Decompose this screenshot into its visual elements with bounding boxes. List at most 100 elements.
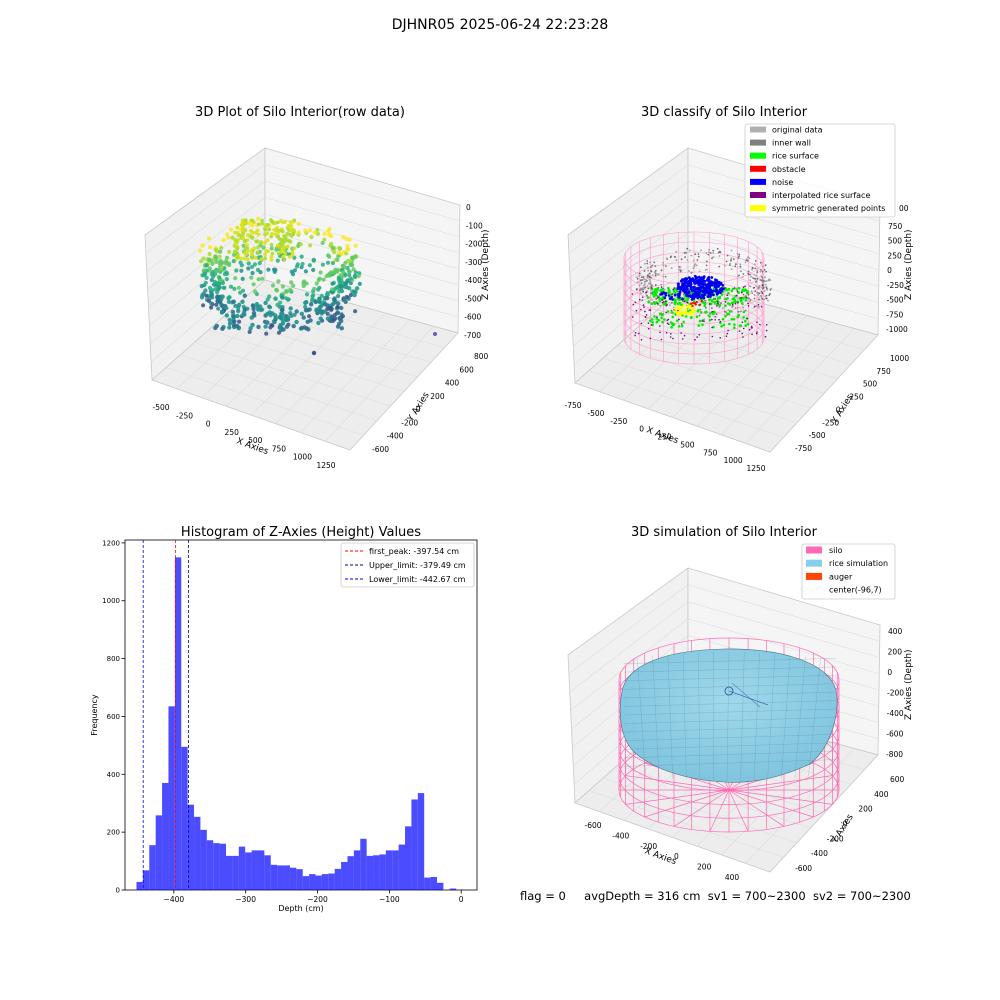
panel2-legend-label: obstacle bbox=[772, 165, 806, 174]
panel2-y-tick: -500 bbox=[809, 431, 826, 440]
histogram-bar bbox=[206, 840, 214, 890]
panel1-y-tick: -600 bbox=[372, 445, 389, 454]
panel2-legend-label: rice surface bbox=[772, 152, 819, 161]
panel1-x-tick: -500 bbox=[152, 403, 169, 412]
panel1-x-tick: 500 bbox=[248, 436, 263, 445]
histogram-bar bbox=[245, 852, 252, 890]
histogram-bar bbox=[168, 706, 175, 890]
panel1-z-tick: -300 bbox=[465, 258, 482, 267]
histogram-bar bbox=[194, 816, 201, 890]
histogram-bar bbox=[334, 868, 342, 890]
panel3-legend: first_peak: -397.54 cm Upper_limit: -379.… bbox=[340, 542, 475, 588]
panel3-x-tick: −200 bbox=[307, 895, 328, 904]
panel4-legend-swatch bbox=[806, 559, 822, 567]
panel1-x-tick: 1000 bbox=[293, 453, 312, 462]
panel1-x-tick: -250 bbox=[176, 411, 193, 420]
panel2-x-tick: 0 bbox=[639, 425, 644, 434]
histogram-bar bbox=[449, 888, 457, 890]
panel4-y-tick: -600 bbox=[795, 864, 812, 873]
panel4-x-ticks: -600 -400 -200 0 200 400 bbox=[584, 821, 739, 882]
panel1-y-tick: 400 bbox=[445, 379, 460, 388]
status-sv1: sv1 = 700~2300 bbox=[707, 889, 806, 903]
histogram-bar bbox=[149, 845, 156, 890]
panel3-y-tick: 1000 bbox=[102, 597, 120, 605]
panel2-x-tick: -250 bbox=[610, 417, 627, 426]
histogram-bar bbox=[309, 874, 316, 890]
panel2-legend-swatch bbox=[750, 165, 766, 172]
histogram-bar bbox=[257, 850, 265, 890]
histogram-bar bbox=[392, 850, 399, 890]
panel1-z-tick: -100 bbox=[466, 221, 483, 230]
panel4-z-tick: 400 bbox=[888, 627, 903, 636]
panel4-z-tick: -400 bbox=[887, 709, 904, 718]
panel4-auger bbox=[724, 682, 769, 708]
histogram-bar bbox=[174, 557, 182, 890]
panel1-points bbox=[198, 216, 362, 336]
panel1-z-tick: -200 bbox=[465, 240, 482, 249]
panel3-legend-frame bbox=[340, 542, 475, 588]
panel2-y-tick: 250 bbox=[849, 393, 864, 402]
panel2-z-tick: -500 bbox=[887, 296, 904, 305]
panel4-y-tick: 400 bbox=[874, 790, 889, 799]
panel2-z-tick: 500 bbox=[888, 237, 903, 246]
panel2-legend-swatch bbox=[750, 152, 766, 159]
histogram-bar bbox=[424, 877, 431, 890]
panel3-bars bbox=[136, 557, 457, 890]
panel4-y-tick: -400 bbox=[811, 849, 828, 858]
panel1-z-tick: 0 bbox=[466, 203, 471, 212]
histogram-bar bbox=[430, 876, 437, 890]
histogram-bar bbox=[264, 855, 271, 890]
panel1-z-tick: -500 bbox=[465, 294, 482, 303]
histogram-bar bbox=[411, 799, 418, 890]
panel1-ylabel: Y Axies bbox=[406, 390, 432, 424]
panel4-z-tick: -800 bbox=[886, 750, 903, 759]
histogram-bar bbox=[270, 864, 278, 890]
panel2-z-tick-partial: 00 bbox=[899, 204, 909, 213]
panel3-title: Histogram of Z-Axies (Height) Values bbox=[181, 525, 421, 540]
histogram-bar bbox=[417, 793, 425, 890]
histogram-bar bbox=[219, 843, 226, 890]
panel2-z-tick: -250 bbox=[887, 281, 904, 290]
histogram-bar bbox=[289, 867, 297, 890]
panel4-legend-label: center(-96,7) bbox=[829, 586, 882, 595]
histogram-bar bbox=[162, 782, 169, 890]
panel4-xlabel: X Axies bbox=[643, 846, 678, 867]
panel4-legend-frame bbox=[801, 543, 896, 600]
histogram-bar bbox=[302, 876, 310, 890]
panel2-y-tick: 1000 bbox=[890, 354, 909, 363]
panel3-y-tick: 800 bbox=[107, 655, 120, 663]
panel1-title: 3D Plot of Silo Interior(row data) bbox=[195, 105, 405, 120]
panel4-x-tick: -400 bbox=[612, 831, 629, 840]
panel-classify-scatter: 3D classify of Silo Interior -750 -500 -25… bbox=[564, 105, 914, 473]
panel1-z-ticks: 0 -100 -200 -300 -400 -500 -600 -700 bbox=[464, 203, 483, 340]
panel2-x-tick: -500 bbox=[587, 409, 604, 418]
panel1-outlier-point bbox=[311, 350, 317, 356]
panel1-x-tick: 750 bbox=[272, 444, 287, 453]
histogram-bar bbox=[379, 854, 386, 890]
histogram-bar bbox=[181, 746, 188, 890]
panel2-legend-label: symmetric generated points bbox=[772, 204, 885, 213]
status-sv2: sv2 = 700~2300 bbox=[812, 889, 911, 903]
panel1-z-tick: -600 bbox=[464, 313, 481, 322]
panel1-z-tick: -700 bbox=[464, 331, 481, 340]
histogram-bar bbox=[321, 874, 329, 890]
panel2-z-tick: 750 bbox=[888, 222, 903, 231]
panel2-z-ticks: 750 500 250 0 -250 -500 -750 -1000 bbox=[886, 222, 908, 334]
histogram-bar bbox=[315, 875, 322, 890]
panel4-y-tick: 600 bbox=[890, 775, 905, 784]
histogram-bar bbox=[142, 870, 150, 890]
panel4-x-tick: 400 bbox=[725, 873, 740, 882]
panel1-y-tick: 200 bbox=[430, 392, 445, 401]
panel3-y-tick: 400 bbox=[107, 771, 120, 779]
panel4-z-tick: 0 bbox=[887, 668, 892, 677]
histogram-bar bbox=[360, 838, 367, 890]
panel3-x-tick: 0 bbox=[459, 895, 464, 904]
histogram-bar bbox=[341, 861, 348, 890]
panel2-legend-swatch bbox=[750, 126, 766, 133]
panel4-legend: silo rice simulation auger center(-96,7) bbox=[801, 543, 896, 600]
histogram-bar bbox=[251, 850, 258, 890]
panel2-legend-label: inner wall bbox=[772, 139, 811, 148]
panel2-z-tick: 0 bbox=[887, 266, 892, 275]
